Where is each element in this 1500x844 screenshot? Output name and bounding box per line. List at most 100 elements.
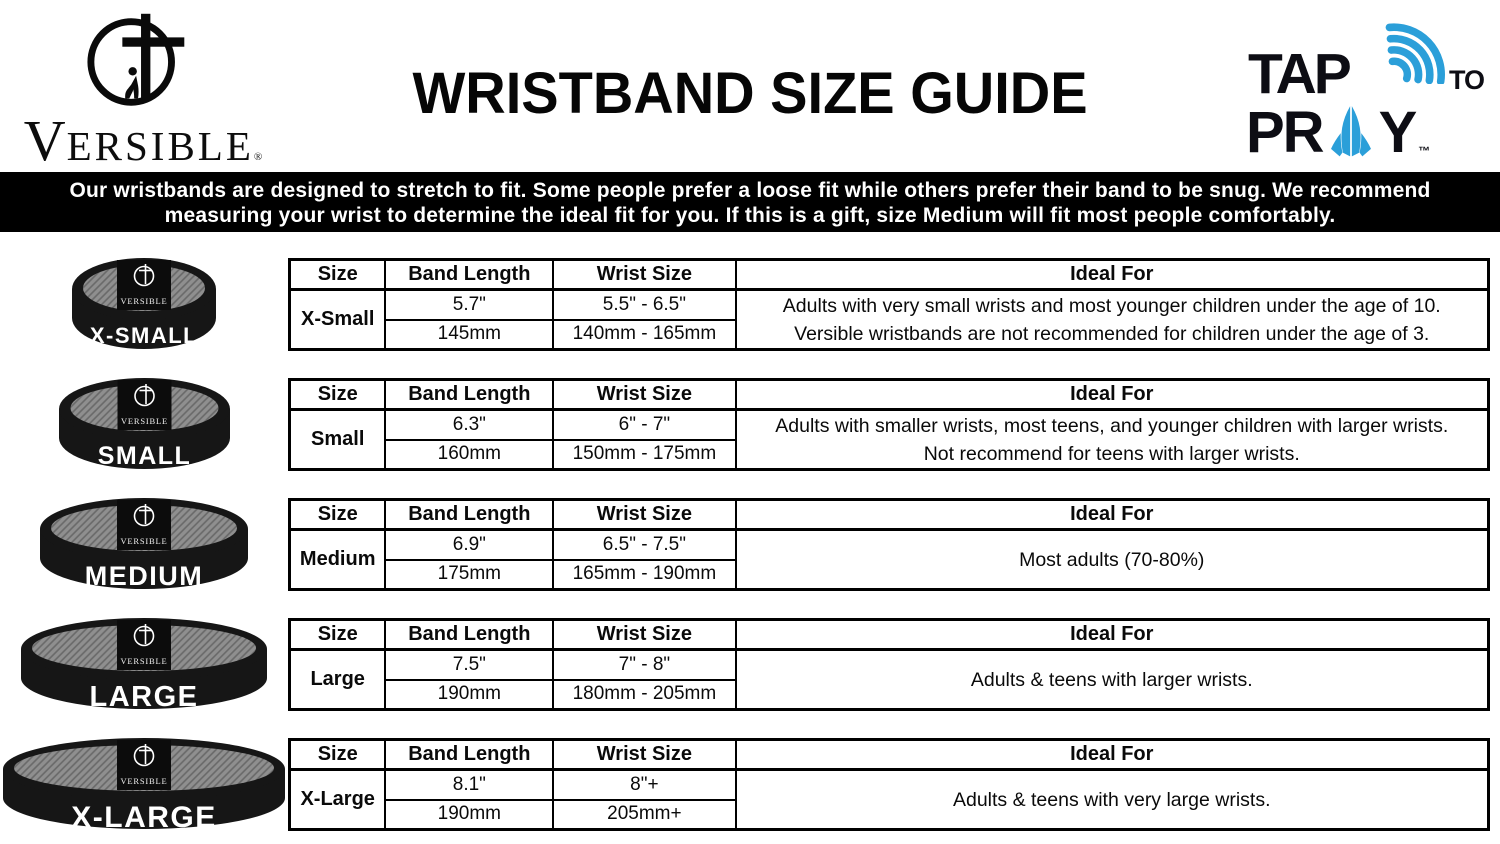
col-header-wrist-size: Wrist Size [552,378,737,411]
col-header-band-length: Band Length [384,378,555,411]
wrist-size-mm: 140mm - 165mm [552,318,737,351]
col-header-band-length: Band Length [384,258,555,291]
wristband-image-small: VERSIBLE SMALL [0,377,288,472]
wrist-size-mm: 165mm - 190mm [552,558,737,591]
table-header-row: Size Band Length Wrist Size Ideal For [288,498,1490,531]
band-length-inches: 7.5" [384,648,555,681]
col-header-band-length: Band Length [384,498,555,531]
band-size-label: SMALL [97,442,191,470]
band-tag-logo-icon [133,504,155,527]
wrist-size-inches: 8"+ [552,768,737,801]
size-table-large: Size Band Length Wrist Size Ideal For La… [288,618,1490,711]
trademark-mark: ™ [1418,144,1430,158]
ideal-for-value: Adults & teens with larger wrists. [734,648,1490,711]
banner-line-1: Our wristbands are designed to stretch t… [69,179,1431,202]
col-header-size: Size [288,378,387,411]
wrist-size-inches: 5.5" - 6.5" [552,288,737,321]
ideal-for-value: Adults with smaller wrists, most teens, … [734,408,1490,471]
col-header-band-length: Band Length [384,738,555,771]
praying-hands-icon [1330,106,1371,157]
ideal-for-value: Adults & teens with very large wrists. [734,768,1490,831]
tap-to-pray-logo: TAP TO PR Y ™ [1246,12,1485,170]
col-header-wrist-size: Wrist Size [552,738,737,771]
col-header-size: Size [288,498,387,531]
band-length-mm: 190mm [384,678,555,711]
col-header-ideal-for: Ideal For [734,378,1490,411]
size-table-medium: Size Band Length Wrist Size Ideal For Me… [288,498,1490,591]
wrist-size-inches: 6" - 7" [552,408,737,441]
col-header-wrist-size: Wrist Size [552,498,737,531]
table-row: X-Small 5.7" 5.5" - 6.5" Adults with ver… [288,288,1490,351]
svg-text:VERSIBLE: VERSIBLE [120,296,167,306]
seated-person-silhouette-icon [125,67,139,99]
wristband-graphic-icon: VERSIBLE SMALL [58,378,230,470]
table-header-row: Size Band Length Wrist Size Ideal For [288,618,1490,651]
col-header-size: Size [288,618,387,651]
col-header-ideal-for: Ideal For [734,618,1490,651]
wristband-image-x-small: VERSIBLE X-SMALL [0,257,288,352]
table-header-row: Size Band Length Wrist Size Ideal For [288,738,1490,771]
svg-text:VERSIBLE: VERSIBLE [120,656,167,666]
band-tag-logo-icon [133,264,155,287]
versible-wordmark: VERSIBLE® [23,108,263,173]
band-tag-logo-icon [133,624,155,647]
fit-recommendation-banner: Our wristbands are designed to stretch t… [0,172,1500,232]
banner-line-2: measuring your wrist to determine the id… [164,204,1336,227]
tap-word: TAP [1248,42,1352,107]
table-row: 190mm 205mm+ [290,798,1489,831]
band-tag-logo-icon [133,384,155,407]
col-header-size: Size [288,258,387,291]
size-value: X-Small [288,288,387,351]
band-size-label: X-SMALL [90,323,198,348]
size-row-medium: VERSIBLE MEDIUM Size Band Length Wrist S… [0,497,1500,592]
band-length-mm: 190mm [384,798,555,831]
size-table-x-large: Size Band Length Wrist Size Ideal For X-… [288,738,1490,831]
wrist-size-mm: 180mm - 205mm [552,678,737,711]
col-header-wrist-size: Wrist Size [552,258,737,291]
registered-mark: ® [253,151,263,163]
wristband-graphic-icon: VERSIBLE X-LARGE [3,738,285,832]
wrist-size-inches: 6.5" - 7.5" [552,528,737,561]
wrist-size-inches: 7" - 8" [552,648,737,681]
col-header-size: Size [288,738,387,771]
size-guide-content: VERSIBLE X-SMALL Size Band Length Wrist … [0,232,1500,832]
band-size-label: LARGE [90,681,199,712]
size-row-x-small: VERSIBLE X-SMALL Size Band Length Wrist … [0,257,1500,352]
table-row: 190mm 180mm - 205mm [290,678,1489,711]
table-row: Medium 6.9" 6.5" - 7.5" Most adults (70-… [288,528,1490,591]
table-header-row: Size Band Length Wrist Size Ideal For [288,378,1490,411]
versible-brand-block: VERSIBLE® [18,10,268,170]
band-length-inches: 8.1" [384,768,555,801]
band-size-label: MEDIUM [85,561,204,591]
svg-text:VERSIBLE: VERSIBLE [120,776,167,786]
size-row-x-large: VERSIBLE X-LARGE Size Band Length Wrist … [0,737,1500,832]
page-title: WRISTBAND SIZE GUIDE [412,59,1088,126]
band-length-mm: 145mm [384,318,555,351]
col-header-ideal-for: Ideal For [734,738,1490,771]
size-value: X-Large [288,768,387,831]
to-word: TO [1448,65,1485,95]
band-size-label: X-LARGE [71,801,217,832]
wristband-graphic-icon: VERSIBLE MEDIUM [40,498,248,591]
band-length-inches: 6.9" [384,528,555,561]
table-row: X-Large 8.1" 8"+ Adults & teens with ver… [288,768,1490,831]
size-value: Large [288,648,387,711]
wristband-graphic-icon: VERSIBLE X-SMALL [72,258,216,349]
col-header-wrist-size: Wrist Size [552,618,737,651]
col-header-ideal-for: Ideal For [734,258,1490,291]
size-row-small: VERSIBLE SMALL Size Band Length Wrist Si… [0,377,1500,472]
col-header-band-length: Band Length [384,618,555,651]
wristband-image-x-large: VERSIBLE X-LARGE [0,737,288,832]
wristband-image-medium: VERSIBLE MEDIUM [0,497,288,592]
pr-letters: PR [1246,100,1325,166]
band-length-inches: 6.3" [384,408,555,441]
band-length-mm: 160mm [384,438,555,471]
wristband-graphic-icon: VERSIBLE LARGE [21,618,267,712]
size-value: Small [288,408,387,471]
table-row: Large 7.5" 7" - 8" Adults & teens with l… [288,648,1490,711]
size-table-small: Size Band Length Wrist Size Ideal For Sm… [288,378,1490,471]
size-value: Medium [288,528,387,591]
table-header-row: Size Band Length Wrist Size Ideal For [288,258,1490,291]
table-row: 160mm 150mm - 175mm [290,438,1489,471]
svg-text:VERSIBLE: VERSIBLE [120,416,167,426]
